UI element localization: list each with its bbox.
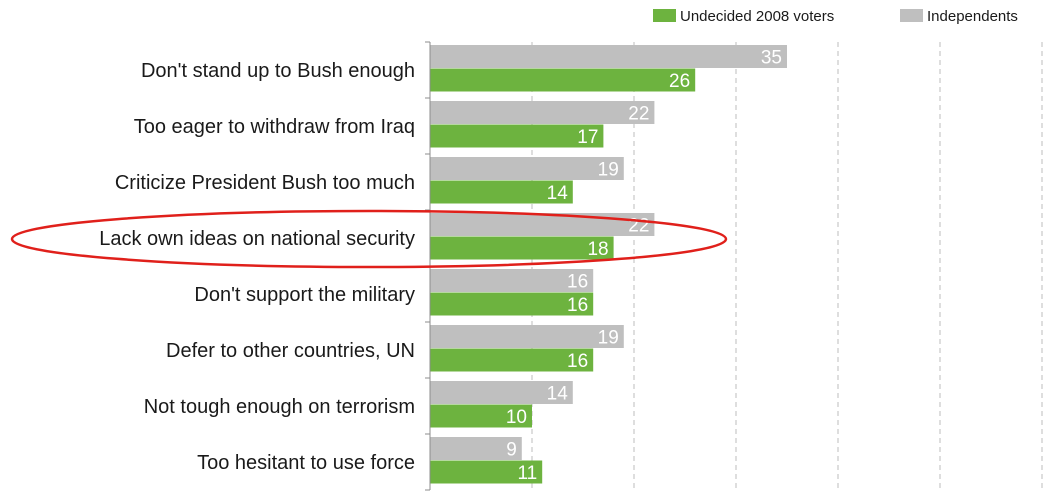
bar-independents [430, 157, 624, 180]
legend-label: Undecided 2008 voters [680, 8, 834, 25]
value-label: 16 [567, 351, 588, 372]
category-label: Don't stand up to Bush enough [141, 60, 415, 82]
value-label: 14 [547, 183, 569, 204]
value-label: 14 [547, 384, 569, 405]
highlight-ellipse-shape [10, 209, 728, 269]
bar-independents [430, 213, 655, 236]
value-label: 19 [598, 160, 619, 181]
value-label: 35 [761, 48, 782, 69]
legend-label: Independents [927, 8, 1018, 25]
legend-swatch [900, 9, 923, 22]
value-label: 22 [628, 216, 649, 237]
bar-undecided-2008-voters [430, 124, 604, 148]
bar-independents [430, 437, 522, 460]
value-label: 10 [506, 407, 527, 428]
value-label: 26 [669, 71, 690, 92]
legend-swatch [653, 9, 676, 22]
bar-independents [430, 325, 624, 348]
bar-independents [430, 269, 594, 292]
bars [430, 45, 787, 484]
bar-undecided-2008-voters [430, 236, 614, 260]
value-label: 9 [506, 440, 517, 461]
category-label: Lack own ideas on national security [99, 228, 415, 250]
category-label: Too hesitant to use force [197, 452, 415, 474]
bar-undecided-2008-voters [430, 292, 594, 316]
bar-independents [430, 101, 655, 124]
bar-undecided-2008-voters [430, 404, 532, 428]
value-label: 16 [567, 272, 588, 293]
bar-independents [430, 381, 573, 404]
value-label: 18 [587, 239, 608, 260]
category-labels: Don't stand up to Bush enough Too eager t… [99, 60, 415, 474]
highlight-ellipse [10, 209, 728, 269]
value-label: 22 [628, 104, 649, 125]
value-label: 19 [598, 328, 619, 349]
category-label: Don't support the military [194, 284, 415, 306]
category-label: Not tough enough on terrorism [144, 396, 415, 418]
bar-undecided-2008-voters [430, 180, 573, 204]
legend: Undecided 2008 voters Independents [653, 8, 1018, 25]
category-label: Defer to other countries, UN [166, 340, 415, 362]
category-label: Criticize President Bush too much [115, 172, 415, 194]
value-label: 17 [577, 127, 598, 148]
value-label: 11 [517, 463, 537, 484]
value-label: 16 [567, 295, 588, 316]
bar-undecided-2008-voters [430, 348, 594, 372]
bar-independents [430, 45, 787, 68]
bar-undecided-2008-voters [430, 68, 696, 92]
bar-undecided-2008-voters [430, 460, 543, 484]
category-label: Too eager to withdraw from Iraq [134, 116, 415, 138]
